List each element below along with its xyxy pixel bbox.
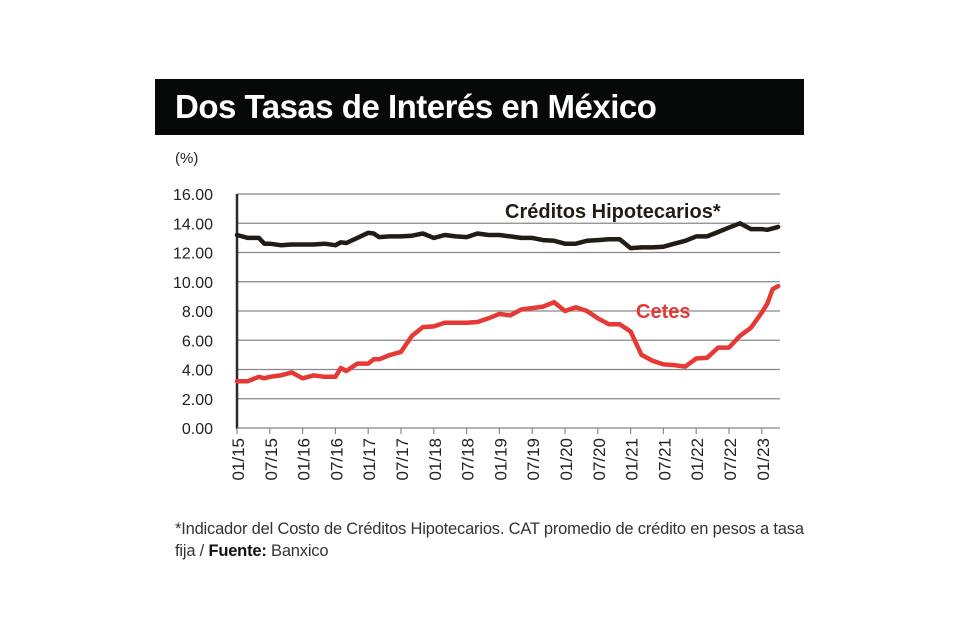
y-tick-label: 10.00 (173, 275, 213, 292)
x-tick-label: 07/15 (262, 438, 281, 481)
y-tick-label: 2.00 (182, 392, 213, 409)
series-label-cetes: Cetes (636, 301, 690, 323)
x-tick-label: 01/20 (557, 438, 576, 481)
footnote: *Indicador del Costo de Créditos Hipotec… (175, 518, 815, 562)
y-tick-label: 6.00 (182, 333, 213, 350)
y-tick-label: 8.00 (182, 304, 213, 321)
y-tick-label: 4.00 (182, 363, 213, 380)
x-tick-label: 07/20 (590, 438, 609, 481)
x-tick-label: 07/18 (459, 438, 478, 481)
y-tick-label: 12.00 (173, 246, 213, 263)
x-tick-label: 07/21 (655, 438, 674, 481)
y-axis-unit-label: (%) (175, 150, 199, 167)
x-tick-label: 01/23 (754, 438, 773, 481)
x-tick-label: 07/17 (393, 438, 412, 481)
chart-title: Dos Tasas de Interés en México (175, 88, 657, 125)
source-label: Fuente: (208, 542, 267, 560)
footnote-text: *Indicador del Costo de Créditos Hipotec… (175, 520, 804, 560)
source-value: Banxico (266, 542, 329, 560)
x-tick-label: 01/18 (426, 438, 445, 481)
x-tick-label: 01/21 (623, 438, 642, 481)
x-tick-label: 01/17 (360, 438, 379, 481)
y-tick-label: 0.00 (182, 421, 213, 438)
series-label-creditos-hipotecarios: Créditos Hipotecarios* (505, 201, 721, 223)
title-bar: Dos Tasas de Interés en México (155, 79, 804, 135)
x-tick-label: 01/15 (229, 438, 248, 481)
x-tick-label: 01/22 (688, 438, 707, 481)
series-line-creditos-hipotecarios (234, 221, 781, 251)
x-tick-label: 07/19 (524, 438, 543, 481)
x-tick-label: 01/16 (295, 438, 314, 481)
y-tick-label: 16.00 (173, 187, 213, 204)
series-line-cetes (234, 283, 781, 384)
x-tick-label: 07/16 (327, 438, 346, 481)
x-tick-label: 01/19 (491, 438, 510, 481)
x-tick-label: 07/22 (721, 438, 740, 481)
y-tick-label: 14.00 (173, 216, 213, 233)
